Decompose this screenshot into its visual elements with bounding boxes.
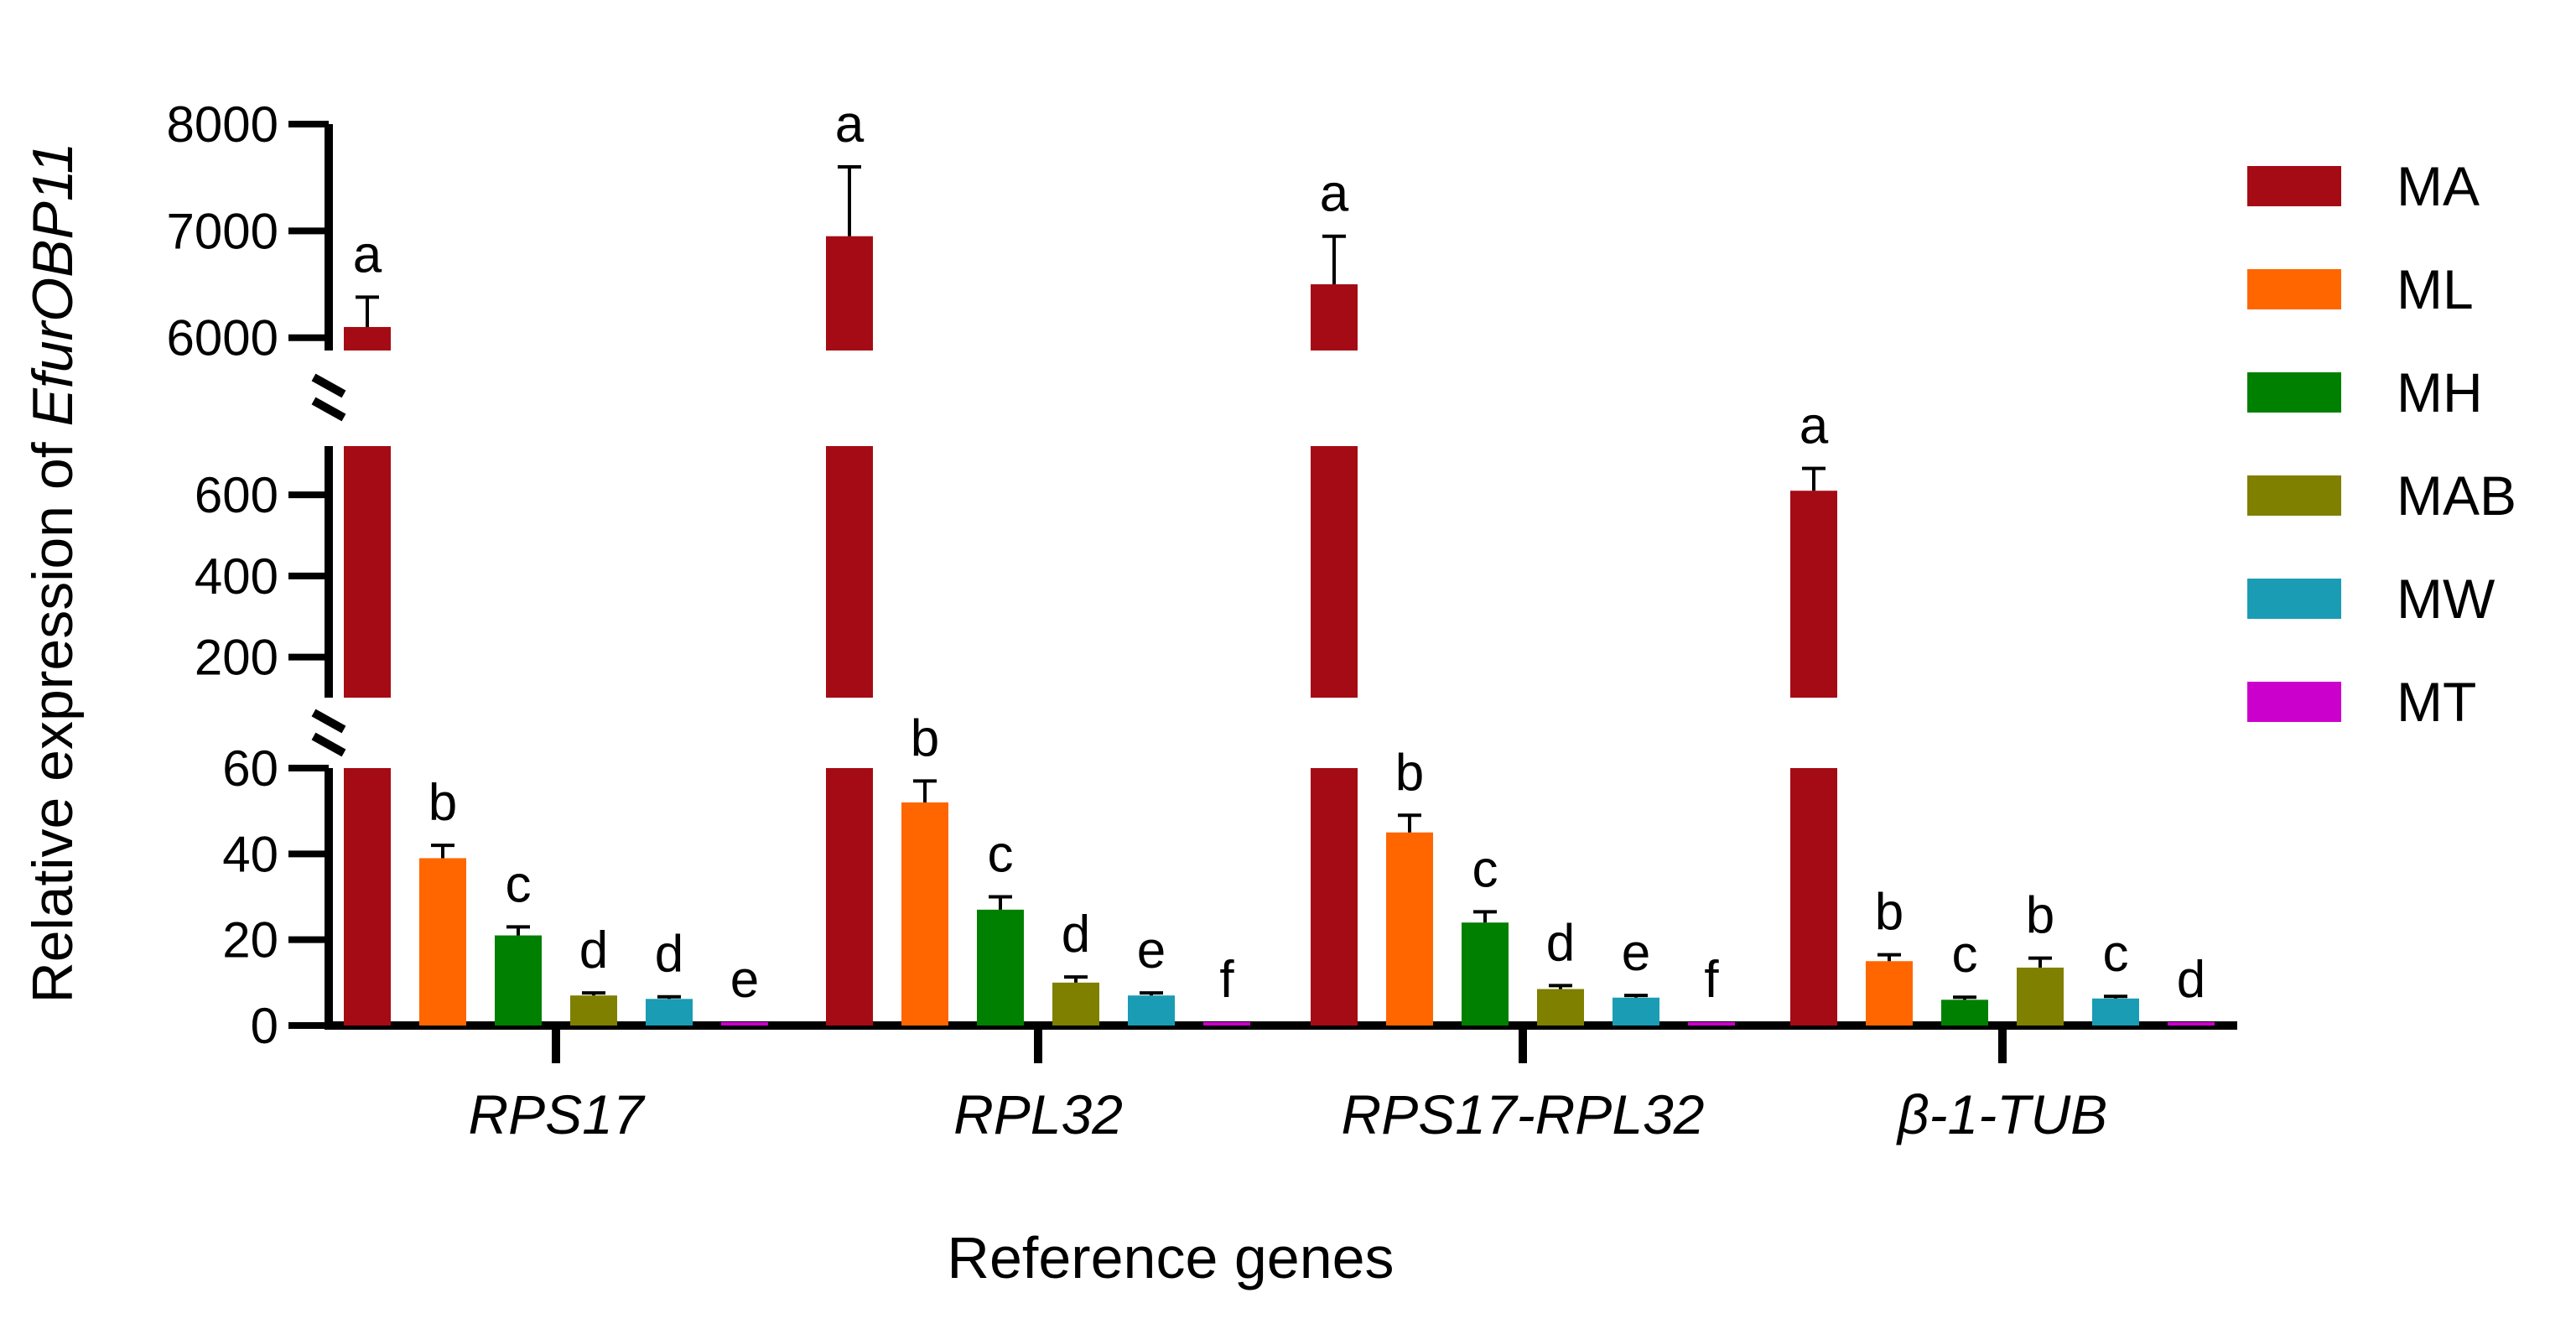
significance-letter: d bbox=[2177, 951, 2205, 1009]
bar-ml bbox=[1866, 961, 1913, 1026]
y-tick-label: 7000 bbox=[167, 203, 278, 259]
significance-letter: a bbox=[1800, 397, 1829, 455]
bar-ml bbox=[901, 802, 948, 1026]
bar-ma bbox=[1790, 491, 1837, 698]
bar-mt bbox=[721, 1021, 768, 1026]
axis-break-mark bbox=[311, 373, 346, 398]
legend-swatch-mw bbox=[2247, 579, 2341, 619]
significance-letter: e bbox=[1622, 924, 1650, 982]
bar-mh bbox=[1941, 1000, 1988, 1026]
significance-letter: a bbox=[835, 96, 865, 153]
legend-label-ml: ML bbox=[2397, 258, 2474, 320]
significance-letter: d bbox=[1062, 906, 1090, 963]
bar-ma bbox=[1311, 446, 1358, 698]
bar-mh bbox=[495, 935, 542, 1026]
y-axis-title: Relative expression of EfurOBP11 bbox=[21, 143, 85, 1004]
bar-ma bbox=[344, 768, 391, 1026]
bar-mh bbox=[977, 909, 1024, 1026]
bar-ma bbox=[826, 236, 873, 351]
bar-mab bbox=[2017, 967, 2064, 1026]
bar-ml bbox=[1386, 832, 1433, 1026]
axis-break-mark bbox=[311, 397, 346, 422]
bar-ma bbox=[826, 446, 873, 698]
significance-letter: b bbox=[911, 709, 939, 767]
y-tick-label: 0 bbox=[251, 998, 278, 1054]
bar-mab bbox=[1537, 989, 1584, 1026]
x-tick-label: RPS17-RPL32 bbox=[1342, 1083, 1705, 1145]
significance-letter: f bbox=[1219, 951, 1234, 1009]
y-tick-label: 600 bbox=[195, 467, 278, 523]
bar-mt bbox=[2168, 1021, 2215, 1026]
significance-letter: e bbox=[1137, 922, 1166, 979]
bar-ma bbox=[344, 326, 391, 351]
significance-letter: c bbox=[506, 855, 532, 913]
significance-letter: c bbox=[1472, 840, 1498, 898]
legend-swatch-mh bbox=[2247, 372, 2341, 413]
legend-swatch-ma bbox=[2247, 166, 2341, 206]
bar-mt bbox=[1688, 1021, 1735, 1026]
y-tick-label: 8000 bbox=[167, 96, 278, 153]
bar-mw bbox=[1613, 997, 1659, 1026]
bar-ma bbox=[826, 768, 873, 1026]
x-axis-title: Reference genes bbox=[947, 1225, 1394, 1290]
bar-mw bbox=[1128, 995, 1175, 1026]
legend-swatch-mab bbox=[2247, 475, 2341, 516]
bar-mt bbox=[1203, 1021, 1250, 1026]
significance-letter: c bbox=[2103, 925, 2129, 983]
x-tick-label: RPL32 bbox=[953, 1083, 1123, 1145]
bar-ma bbox=[1790, 768, 1837, 1026]
legend-label-mw: MW bbox=[2397, 568, 2496, 630]
significance-letter: a bbox=[1320, 165, 1349, 223]
bar-mab bbox=[570, 995, 617, 1026]
legend-label-ma: MA bbox=[2397, 155, 2480, 217]
bar-mh bbox=[1462, 922, 1509, 1026]
significance-letter: d bbox=[1546, 914, 1575, 972]
significance-letter: b bbox=[1875, 884, 1903, 942]
legend-label-mab: MAB bbox=[2397, 465, 2516, 527]
significance-letter: e bbox=[730, 951, 759, 1009]
significance-letter: c bbox=[1952, 926, 1978, 984]
x-tick-label: RPS17 bbox=[468, 1083, 645, 1145]
axis-break-mark bbox=[311, 709, 346, 734]
y-tick-label: 60 bbox=[222, 740, 278, 797]
significance-letter: b bbox=[2026, 887, 2054, 945]
bar-mw bbox=[646, 999, 693, 1026]
y-tick-label: 400 bbox=[195, 548, 278, 605]
legend-swatch-mt bbox=[2247, 682, 2341, 722]
legend-label-mh: MH bbox=[2397, 361, 2483, 423]
significance-letter: d bbox=[655, 926, 683, 984]
bar-ma bbox=[1311, 768, 1358, 1026]
bar-ma bbox=[1311, 284, 1358, 351]
bar-ml bbox=[419, 858, 466, 1026]
y-tick-label: 40 bbox=[222, 826, 278, 882]
significance-letter: f bbox=[1704, 951, 1719, 1009]
significance-letter: a bbox=[353, 226, 382, 283]
bar-mab bbox=[1052, 982, 1099, 1026]
bar-mw bbox=[2092, 998, 2139, 1026]
significance-letter: b bbox=[428, 774, 457, 832]
y-axis-title-prefix: Relative expression of bbox=[21, 427, 85, 1004]
y-axis-title-gene: EfurOBP11 bbox=[21, 143, 85, 427]
x-tick-label: β-1-TUB bbox=[1896, 1083, 2107, 1145]
significance-letter: c bbox=[988, 826, 1014, 884]
significance-letter: b bbox=[1395, 744, 1424, 802]
y-tick-label: 200 bbox=[195, 630, 278, 686]
bar-ma bbox=[344, 446, 391, 698]
axis-break-mark bbox=[311, 732, 346, 757]
legend-label-mt: MT bbox=[2397, 671, 2476, 733]
legend-swatch-ml bbox=[2247, 269, 2341, 309]
y-tick-label: 6000 bbox=[167, 310, 278, 366]
y-tick-label: 20 bbox=[222, 912, 278, 968]
significance-letter: d bbox=[579, 922, 608, 979]
